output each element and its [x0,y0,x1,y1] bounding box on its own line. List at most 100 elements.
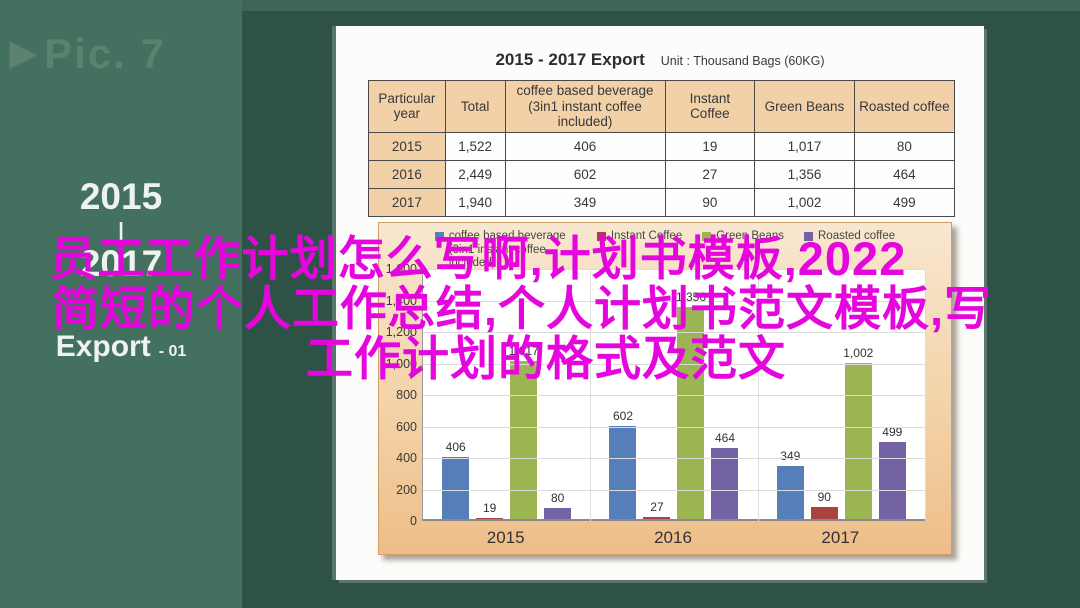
bar-value-label: 19 [482,501,497,515]
header-total: Total [444,80,506,133]
bar-value-label: 602 [612,409,633,423]
y-axis-tick: 400 [396,451,417,465]
legend-item: coffee based beverage (3in1 instant coff… [434,230,577,271]
cell-instant: 90 [664,187,756,217]
legend-label: Instant Coffee [610,230,683,242]
cell-instant: 27 [664,159,756,189]
chart-title: 2015 - 2017 Export [495,50,645,69]
y-axis-tick: 200 [396,482,417,497]
legend-label: coffee based beverage (3in1 instant coff… [448,230,566,270]
x-axis-line [423,519,925,521]
slide-panel: 2015 - 2017 Export Unit : Thousand Bags … [336,26,984,580]
x-axis-label: 2017 [821,528,860,547]
y-axis-tick: 800 [396,388,417,402]
export-data-table: Particular year Total coffee based bever… [368,80,956,217]
y-axis-tick: 1,400 [385,293,417,308]
bar-chart-panel: coffee based beverage (3in1 instant coff… [378,222,952,555]
bar-value-label: 1,002 [843,346,874,360]
y-axis-tick: 0 [410,514,417,528]
bar: 1,017 [509,344,539,521]
cell-beverage: 349 [504,187,666,217]
header-coffee-beverage: coffee based beverage (3in1 instant coff… [504,80,666,133]
gridline [423,395,925,396]
bar-value-label: 349 [780,449,801,463]
legend-label: Roasted coffee [818,230,896,242]
cell-year: 2016 [368,159,446,189]
x-axis-category-labels: 2015 2016 2017 [422,528,924,548]
table-row: 2015 1,522 406 19 1,017 80 [368,131,956,161]
sidebar-title-block: 2015 | 2017 Export - 01 [0,176,242,364]
cell-beverage: 406 [504,131,666,161]
bar-value-label: 464 [714,431,735,445]
chart-legend: coffee based beverage (3in1 instant coff… [379,230,951,271]
gridline [423,363,925,365]
chart-unit-label: Unit : Thousand Bags (60KG) [660,54,825,68]
legend-item: Green Beans [702,230,784,244]
cell-instant: 19 [664,131,756,161]
sidebar-year-start: 2015 [79,176,163,217]
legend-item: Roasted coffee [804,230,895,244]
picture-number-label: ▶ Pic. 7 [10,30,166,78]
bar: 80 [544,491,572,521]
cell-beverage: 602 [504,159,666,189]
y-axis-tick: 1,000 [385,356,417,371]
left-sidebar [0,0,242,608]
table-header-row: Particular year Total coffee based bever… [368,80,956,133]
header-particular-year: Particular year [368,80,446,133]
y-axis-tick-labels: 0 200 400 600 800 1,000 1,200 1,400 1,600 [379,262,417,528]
bar-value-label: 27 [650,500,664,514]
bar-value-label: 1,356 [675,290,706,304]
cell-total: 1,522 [444,131,506,161]
cell-roasted: 80 [853,131,956,161]
gridline [423,489,925,491]
bar-value-label: 499 [882,425,903,439]
export-text: Export [55,329,151,363]
header-roasted-coffee: Roasted coffee [853,80,956,133]
bar-group-2015: 406 19 1,017 80 [423,269,590,521]
y-axis-tick: 1,200 [385,325,417,339]
picture-number-text: Pic. 7 [44,30,166,77]
gridline [423,269,925,270]
sidebar-year-divider: | [118,219,124,242]
chart-title-row: 2015 - 2017 Export Unit : Thousand Bags … [336,50,984,70]
header-instant-coffee: Instant Coffee [664,80,756,133]
bar: 349 [776,449,804,521]
category-separator-line [590,269,592,521]
bar: 602 [609,409,637,521]
table-row: 2017 1,940 349 90 1,002 499 [368,187,956,217]
gridline [423,332,925,333]
cell-total: 2,449 [444,159,506,189]
bar-group-2017: 349 90 1,002 499 [758,269,925,521]
gridline [423,300,925,302]
x-axis-label: 2015 [486,528,525,547]
legend-item: Instant Coffee [596,230,683,244]
category-separator-line [757,269,759,521]
bar-value-label: 1,017 [508,344,539,358]
bar: 499 [878,425,906,521]
bar: 406 [442,440,470,521]
legend-swatch-icon [702,232,712,241]
chart-plot-area: 406 19 1,017 80 602 27 1,356 464 349 90 1,002 499 [422,269,926,521]
bar: 1,002 [843,346,873,521]
bar-value-label: 90 [817,490,831,504]
cell-roasted: 464 [853,159,956,189]
play-triangle-icon: ▶ [10,34,39,72]
sidebar-export-label: Export - 01 [0,330,242,364]
header-green-beans: Green Beans [754,80,855,133]
legend-label: Green Beans [716,230,784,242]
cell-roasted: 499 [853,187,956,217]
cell-year: 2015 [368,131,446,161]
y-axis-tick: 1,600 [385,262,417,276]
sidebar-year-end: 2017 [79,242,163,284]
cell-year: 2017 [368,187,446,217]
bar: 464 [711,431,739,521]
y-axis-tick: 600 [396,419,417,434]
gridline [423,426,925,428]
table-row: 2016 2,449 602 27 1,356 464 [368,159,956,189]
gridline [423,458,925,459]
top-accent-strip [0,0,1080,11]
x-axis-label: 2016 [654,528,692,547]
bar: 90 [810,490,838,521]
legend-swatch-icon [596,232,606,241]
cell-green: 1,002 [754,187,855,217]
